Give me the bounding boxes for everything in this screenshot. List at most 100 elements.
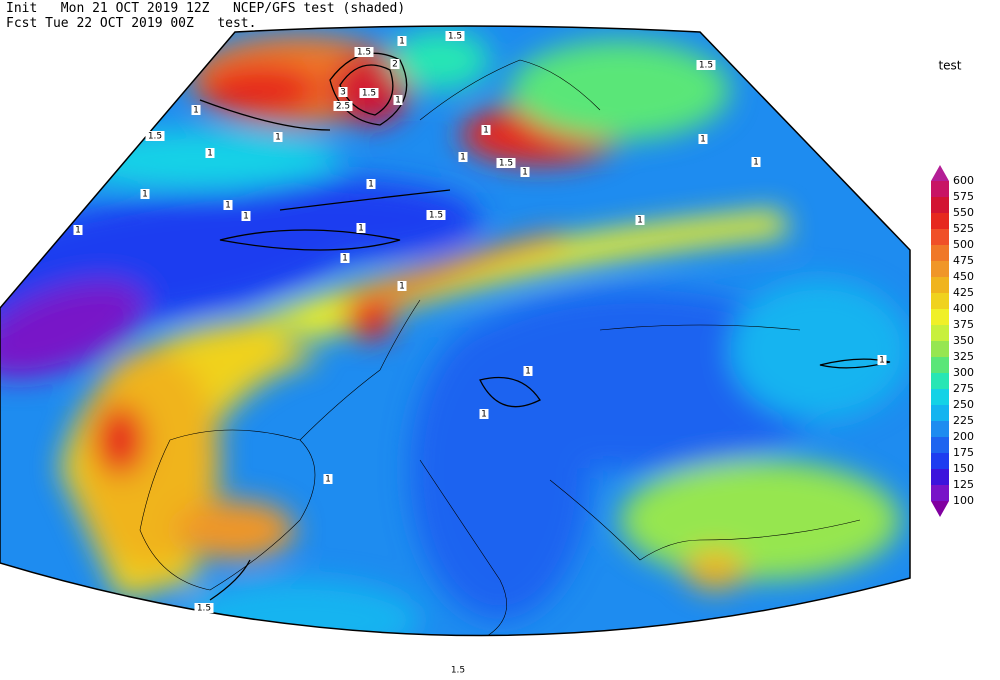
contour-label: 1 [75, 226, 81, 236]
contour-label: 1 [142, 190, 148, 200]
contour-label: 1 [275, 133, 281, 143]
legend-label: 425 [953, 286, 974, 299]
legend-label: 225 [953, 414, 974, 427]
legend: test 600 575 550 525 500 475 450 425 400 375 350 325… [931, 59, 974, 517]
contour-label-box [194, 603, 214, 613]
contour-label: 1 [325, 475, 331, 485]
legend-label: 200 [953, 430, 974, 443]
contour-label: 1 [525, 367, 531, 377]
legend-swatch [931, 405, 949, 421]
contour-label-box [445, 31, 465, 41]
contour-label: 1.5 [429, 211, 443, 221]
header-init: Init Mon 21 OCT 2019 12Z NCEP/GFS test (… [6, 1, 406, 16]
contour-label-box [496, 158, 516, 168]
legend-label: 100 [953, 494, 974, 507]
contour-label-box [354, 47, 374, 57]
legend-label: 400 [953, 302, 974, 315]
contour-label: 1 [753, 158, 759, 168]
contour-label-box [366, 179, 376, 189]
legend-swatch [931, 437, 949, 453]
contour-label: 1 [460, 153, 466, 163]
contour-label: 1.5 [499, 159, 513, 169]
contour-label: 1 [368, 180, 374, 190]
contour-label-box [520, 167, 530, 177]
contour-label: 1 [207, 149, 213, 159]
legend-label: 550 [953, 206, 974, 219]
contour-label-box [390, 59, 400, 69]
contour-label-box [340, 253, 350, 263]
contour-label-box [323, 474, 333, 484]
contour-label: 1 [399, 37, 405, 47]
legend-triangle [931, 501, 949, 517]
legend-label: 475 [953, 254, 974, 267]
legend-swatch [931, 485, 949, 501]
legend-label: 450 [953, 270, 974, 283]
contour-label: 1.5 [197, 604, 211, 614]
contour-label: 1 [358, 224, 364, 234]
legend-swatch [931, 181, 949, 197]
contour-label: 1 [399, 282, 405, 292]
contour-label: 1.5 [699, 61, 713, 71]
contour-label: 2 [392, 60, 398, 70]
contour-label-box [696, 60, 716, 70]
contour-label: 1 [522, 168, 528, 178]
legend-swatch [931, 197, 949, 213]
contour-label-box [140, 189, 150, 199]
contour-label-box [393, 95, 403, 105]
contour-label-box [698, 134, 708, 144]
contour-label: 1 [243, 212, 249, 222]
legend-label: 150 [953, 462, 974, 475]
contour-label-box [338, 87, 348, 97]
contour-label: 1.5 [357, 48, 371, 58]
legend-swatch [931, 325, 949, 341]
contour-label-box [458, 152, 468, 162]
legend-label: 275 [953, 382, 974, 395]
contour-label-box [145, 131, 165, 141]
contour-label-box [191, 105, 201, 115]
legend-label: 375 [953, 318, 974, 331]
legend-swatch [931, 341, 949, 357]
legend-label: 325 [953, 350, 974, 363]
legend-swatch [931, 389, 949, 405]
legend-swatch [931, 293, 949, 309]
contour-label-box [523, 366, 533, 376]
contour-label: 1 [395, 96, 401, 106]
legend-swatch [931, 213, 949, 229]
contour-label: 3 [340, 88, 346, 98]
legend-swatch [931, 357, 949, 373]
legend-label: 350 [953, 334, 974, 347]
legend-label: 525 [953, 222, 974, 235]
contour-label: 1 [481, 410, 487, 420]
contour-label-box [223, 200, 233, 210]
contour-label-box [205, 148, 215, 158]
contour-label: 1.5 [451, 666, 465, 676]
legend-label: 175 [953, 446, 974, 459]
contours [199, 52, 891, 601]
contour-label-box [877, 355, 887, 365]
legend-swatch [931, 453, 949, 469]
legend-swatch [931, 229, 949, 245]
legend-swatch [931, 245, 949, 261]
contour-label: 2.5 [336, 102, 350, 112]
contour-label: 1 [879, 356, 885, 366]
legend-swatch [931, 309, 949, 325]
contour-label: 1.5 [448, 32, 462, 42]
contour-label: 1 [483, 126, 489, 136]
legend-label: 500 [953, 238, 974, 251]
contour-label: 1 [342, 254, 348, 264]
contour-label-box [356, 223, 366, 233]
contour-label: 1 [637, 216, 643, 226]
legend-swatch [931, 277, 949, 293]
contour-label: 1 [225, 201, 231, 211]
legend-label: 300 [953, 366, 974, 379]
legend-swatch [931, 469, 949, 485]
header-fcst: Fcst Tue 22 OCT 2019 00Z test. [6, 16, 257, 31]
legend-swatch [931, 421, 949, 437]
contour-labels: 1.5 1 1.5 2 3 2.5 1.5 1 1.5 1 1.5 1 1 1 1 1.5 1 1 1 1 1 1 1 1.5… [73, 31, 887, 676]
contour-label: 1 [193, 106, 199, 116]
legend-title: test [938, 59, 961, 73]
legend-triangle [931, 165, 949, 181]
contour-label-box [397, 36, 407, 46]
